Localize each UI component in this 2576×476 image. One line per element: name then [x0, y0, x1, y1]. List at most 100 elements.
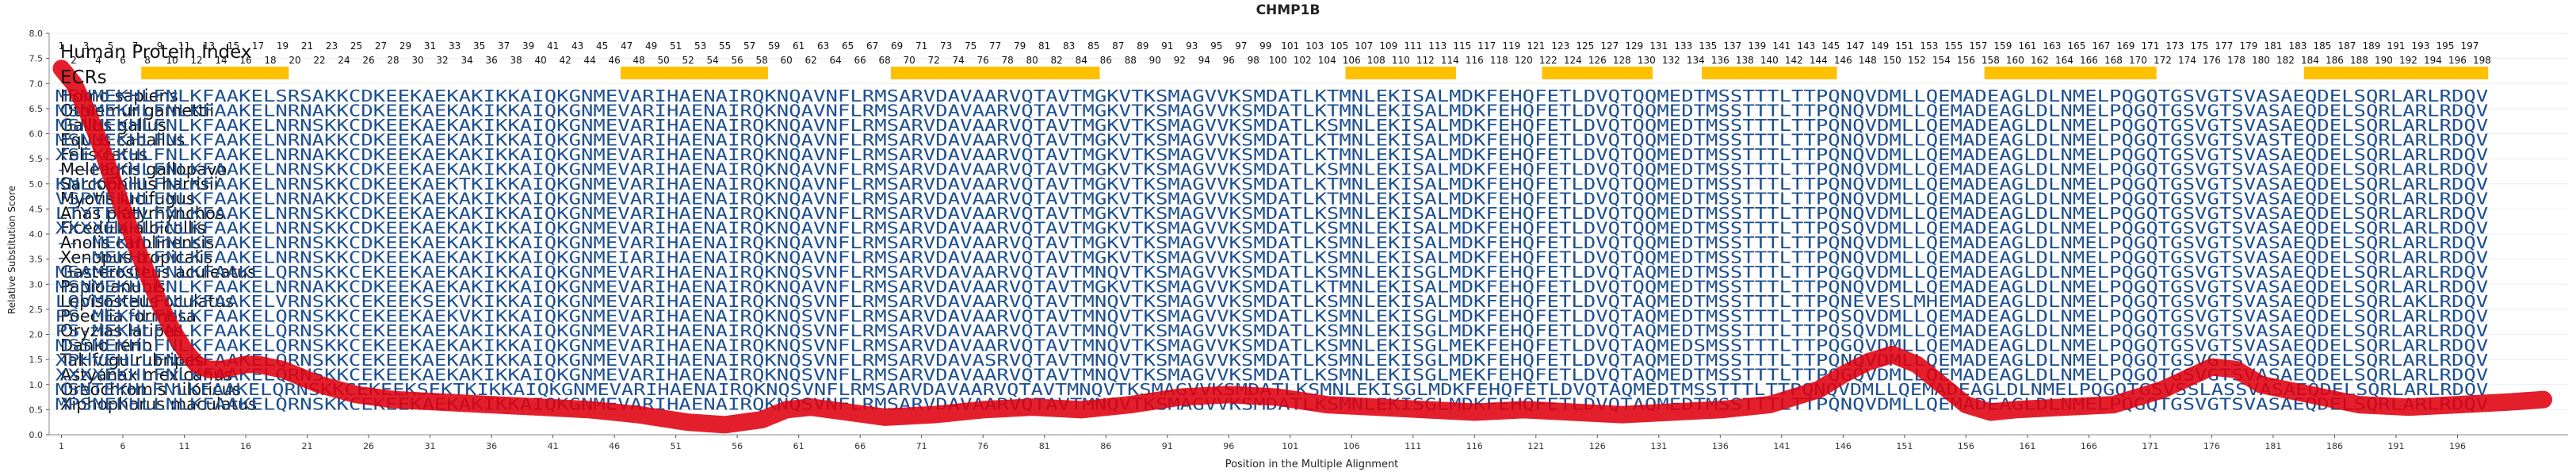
protein-index-number: 146 — [1834, 55, 1852, 66]
protein-index-number: 62 — [805, 55, 817, 66]
y-tick-label: 0.0 — [29, 430, 44, 440]
y-tick-label: 2.5 — [29, 305, 44, 315]
alignment-sequence: MSNMEKHLFNLKFAAKELNRNAKKCDKEEKAEKAKIKKAI… — [55, 131, 2488, 150]
protein-index-number: 50 — [657, 55, 669, 66]
protein-index-number: 3 — [83, 40, 90, 52]
protein-index-number: 76 — [977, 55, 989, 66]
protein-index-number: 185 — [2313, 40, 2331, 52]
x-tick-label: 71 — [916, 441, 927, 451]
alignment-sequence: KNLKEKHLFNLKFAAKELNRNSKKCDKEEKAEKTKIKKAI… — [55, 175, 2488, 194]
protein-index-number: 151 — [1895, 40, 1913, 52]
protein-index-number: 2 — [71, 55, 77, 66]
protein-index-number: 54 — [706, 55, 718, 66]
protein-index-number: 81 — [1038, 40, 1050, 52]
x-tick-label: 36 — [486, 441, 497, 451]
x-tick-label: 61 — [793, 441, 805, 451]
y-tick-label: 5.5 — [29, 154, 44, 164]
protein-index-number: 29 — [399, 40, 411, 52]
x-axis-label: Position in the Multiple Alignment — [1225, 459, 1399, 470]
protein-index-number: 89 — [1137, 40, 1148, 52]
protein-index-number: 192 — [2399, 55, 2417, 66]
ecr-bar — [141, 67, 289, 79]
protein-index-number: 73 — [940, 40, 952, 52]
protein-index-number: 126 — [1588, 55, 1607, 66]
protein-index-number: 112 — [1416, 55, 1435, 66]
x-tick-label: 121 — [1527, 441, 1544, 451]
alignment-sequence: MSNMEKHLFNLKFAAKELNRNSKKCDKEEKAEKAKIKKAI… — [55, 116, 2488, 135]
score-line-layer — [52, 60, 2552, 434]
protein-index-label: Human Protein Index — [60, 42, 252, 63]
x-tick-label: 116 — [1466, 441, 1483, 451]
protein-index-number: 123 — [1551, 40, 1569, 52]
protein-index-number: 176 — [2203, 55, 2221, 66]
protein-index-number: 72 — [928, 55, 940, 66]
protein-index-number: 155 — [1944, 40, 1963, 52]
protein-index-number: 8 — [144, 55, 151, 66]
protein-index-number: 108 — [1367, 55, 1385, 66]
protein-index-number: 49 — [645, 40, 657, 52]
x-tick-label: 166 — [2081, 441, 2097, 451]
ecr-layer — [141, 67, 2489, 79]
protein-index-number: 120 — [1515, 55, 1533, 66]
x-tick-label: 41 — [548, 441, 559, 451]
protein-index-number: 140 — [1760, 55, 1779, 66]
protein-index-number: 9 — [157, 40, 163, 52]
alignment-sequence: XPHVEHLLFNLKFAAKELQRNSKKCEKEEKAEKAKIKKAI… — [55, 351, 2488, 370]
y-tick-label: 4.0 — [29, 229, 44, 240]
protein-index-number: 173 — [2165, 40, 2184, 52]
x-tick-label: 6 — [120, 441, 126, 451]
protein-index-number: 107 — [1355, 40, 1373, 52]
y-axis-label: Relative Substitution Score — [6, 186, 17, 314]
protein-index-number: 158 — [1982, 55, 2000, 66]
protein-index-number: 64 — [830, 55, 842, 66]
protein-index-number: 124 — [1564, 55, 1582, 66]
protein-index-number: 63 — [817, 40, 829, 52]
protein-index-number: 17 — [252, 40, 264, 52]
protein-index-number: 109 — [1379, 40, 1397, 52]
protein-index-number: 182 — [2276, 55, 2295, 66]
protein-index-number: 24 — [338, 55, 350, 66]
x-tick-label: 66 — [854, 441, 866, 451]
x-tick-label: 146 — [1835, 441, 1852, 451]
alignment-sequence: MSNMEKHLFNLKFAAKELNRNAKKCDKEEKAEKAKIKKAI… — [55, 102, 2488, 121]
ecr-bar — [1702, 67, 1837, 79]
protein-index-number: 114 — [1441, 55, 1459, 66]
protein-index-number: 152 — [1908, 55, 1926, 66]
protein-index-number: 166 — [2080, 55, 2098, 66]
protein-index-number: 161 — [2018, 40, 2036, 52]
x-tick-label: 101 — [1282, 441, 1298, 451]
protein-index-number: 194 — [2424, 55, 2442, 66]
protein-index-number: 147 — [1846, 40, 1864, 52]
y-tick-label: 6.0 — [29, 129, 44, 140]
protein-index-number: 167 — [2092, 40, 2110, 52]
protein-index-number: 145 — [1821, 40, 1840, 52]
protein-index-number: 44 — [583, 55, 595, 66]
protein-index-number: 106 — [1343, 55, 1361, 66]
chart-title: CHMP1B — [1256, 2, 1320, 18]
protein-index-number: 78 — [1002, 55, 1014, 66]
protein-index-number: 14 — [215, 55, 227, 66]
protein-index-number: 94 — [1198, 55, 1210, 66]
species-name: Oreochromis niloticus — [60, 380, 241, 399]
alignment-sequence: MSNMEKHLFNLKFAAKELNRNAKKCDKEEKAEKAKIKKAI… — [55, 278, 2488, 297]
protein-index-number: 191 — [2387, 40, 2406, 52]
protein-index-number: 148 — [1859, 55, 1877, 66]
x-tick-label: 46 — [609, 441, 620, 451]
alignment-sequence: PS-MEKHLFNLKFAAKELQRNSKKCEKEEKAEKVKIKKAI… — [55, 307, 2488, 326]
alignment-sequence: VSPVEKHLFNLKFAAKELNRNAKKCDKEEKAEKAKIKKAI… — [55, 190, 2488, 209]
protein-index-number: 59 — [768, 40, 780, 52]
score-line — [52, 60, 2552, 434]
y-tick-label: 0.5 — [29, 405, 44, 415]
protein-index-number: 4 — [95, 55, 101, 66]
alignment-sequence: XSEXEKHLFNLKFAAKELNRNAKKCDKEEKAEKAKIKKAI… — [55, 145, 2488, 164]
protein-index-number: 87 — [1112, 40, 1124, 52]
x-tick-label: 1 — [59, 441, 64, 451]
protein-index-number: 122 — [1539, 55, 1557, 66]
protein-index-number: 74 — [953, 55, 965, 66]
x-tick-label: 51 — [671, 441, 682, 451]
protein-index-number: 71 — [915, 40, 927, 52]
alignment-sequence: MSAMEKQLFNLKFAAKELQRNSKKCEKEEKAEKAKIKKAI… — [55, 263, 2488, 282]
protein-index-number: 153 — [1920, 40, 1938, 52]
protein-index-number: 131 — [1649, 40, 1668, 52]
protein-index-number: 43 — [571, 40, 583, 52]
